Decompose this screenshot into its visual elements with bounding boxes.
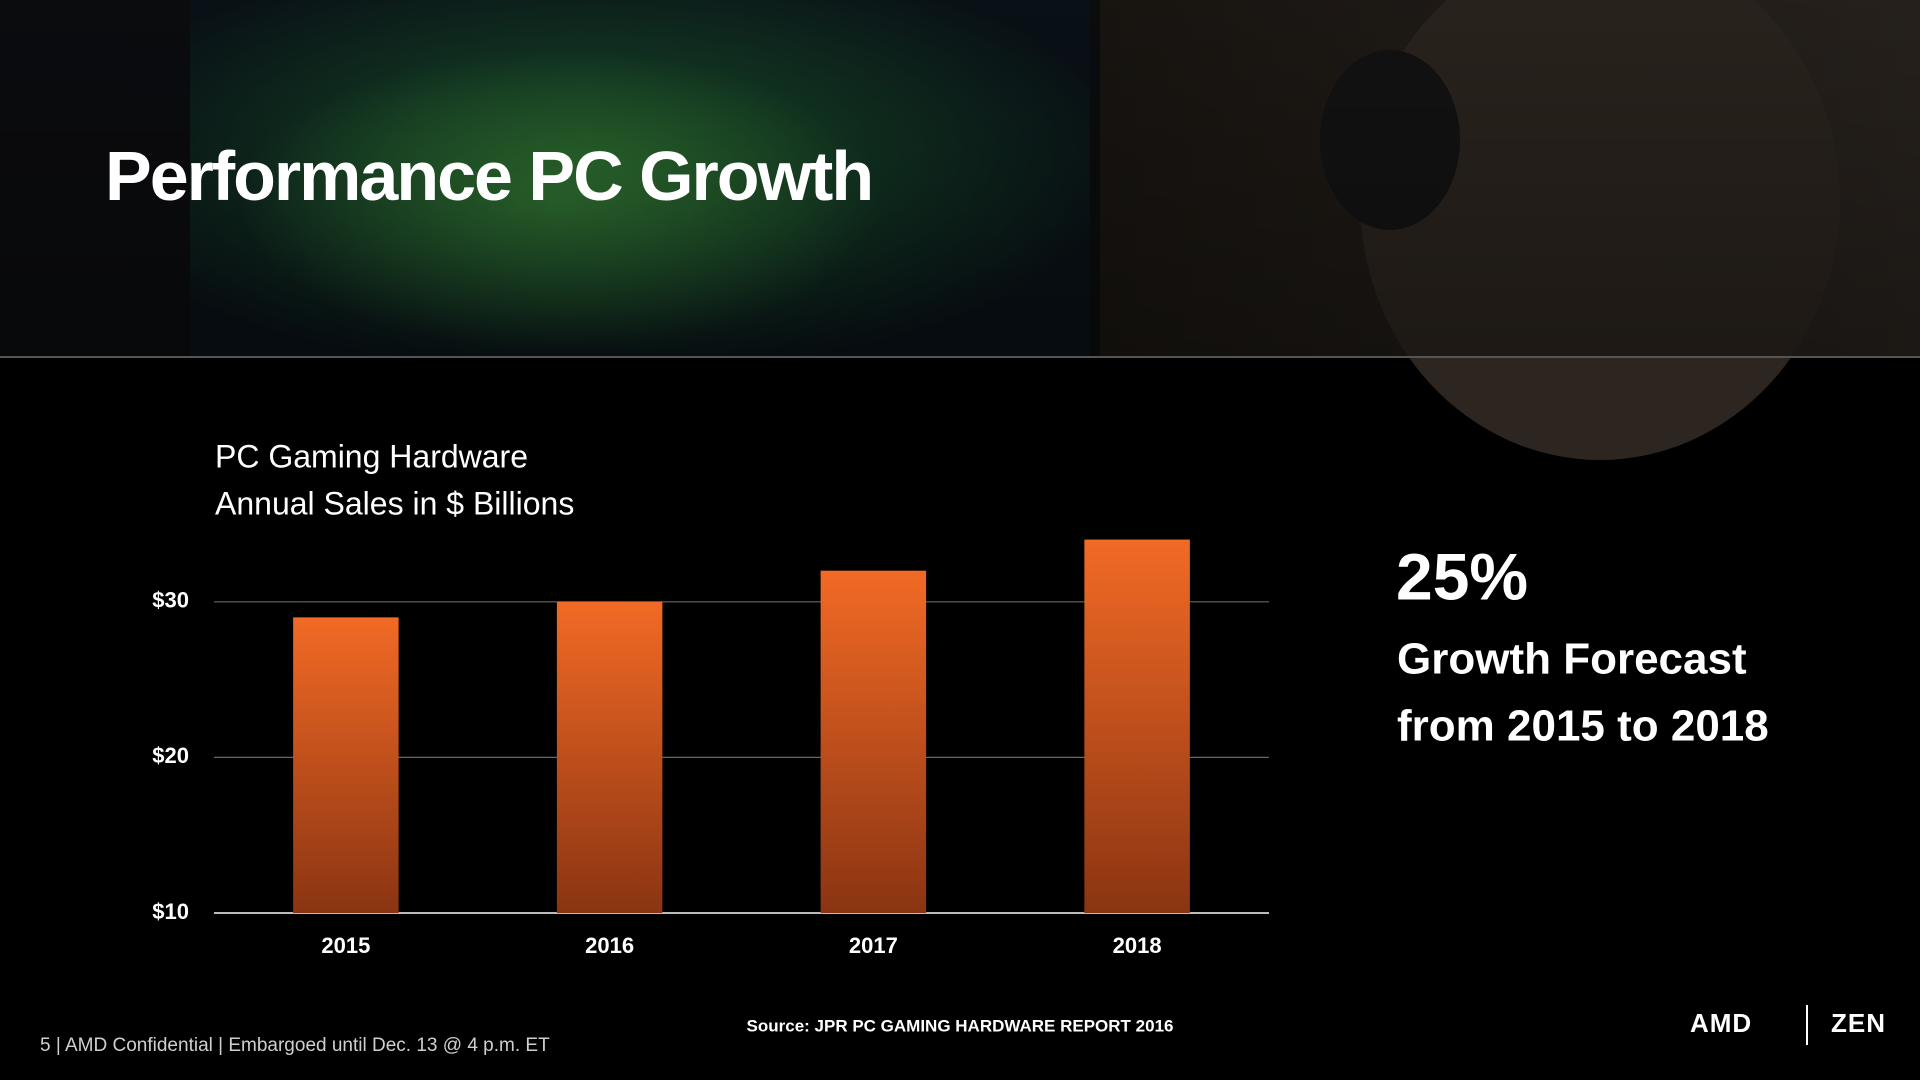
callout-figure: 25% — [1396, 539, 1528, 613]
logo: ZEN — [1831, 1008, 1886, 1038]
bar — [1084, 539, 1190, 913]
chart-subtitle: Annual Sales in $ Billions — [215, 485, 574, 521]
y-tick-label: $20 — [152, 743, 189, 768]
title-part: PC Growth — [528, 137, 872, 215]
bar — [293, 617, 399, 913]
bar — [820, 570, 927, 913]
x-tick-label: 2018 — [1113, 933, 1162, 958]
x-tick-label: 2016 — [585, 933, 634, 958]
chart: $10 $20 $30 2015 2016 2017 2018 — [152, 539, 1269, 958]
bar — [556, 601, 663, 913]
y-tick-label: $30 — [152, 588, 189, 613]
logo: AMD — [1690, 1008, 1752, 1038]
source: Source: JPR PC GAMING HARDWARE REPORT 20… — [747, 1016, 1174, 1035]
y-tick-label: $10 — [152, 899, 189, 924]
footer: 5 | AMD Confidential | Embargoed until D… — [40, 1035, 550, 1056]
chart-title: PC Gaming Hardware — [215, 438, 528, 474]
callout-line: from 2015 to 2018 — [1397, 702, 1769, 751]
title-part: Performance — [105, 137, 511, 215]
slide-title: Performance PC Growth — [105, 137, 872, 215]
x-tick-label: 2017 — [849, 933, 898, 958]
x-tick-label: 2015 — [321, 933, 370, 958]
callout-line: Growth Forecast — [1397, 635, 1747, 684]
banner — [0, 0, 1920, 460]
